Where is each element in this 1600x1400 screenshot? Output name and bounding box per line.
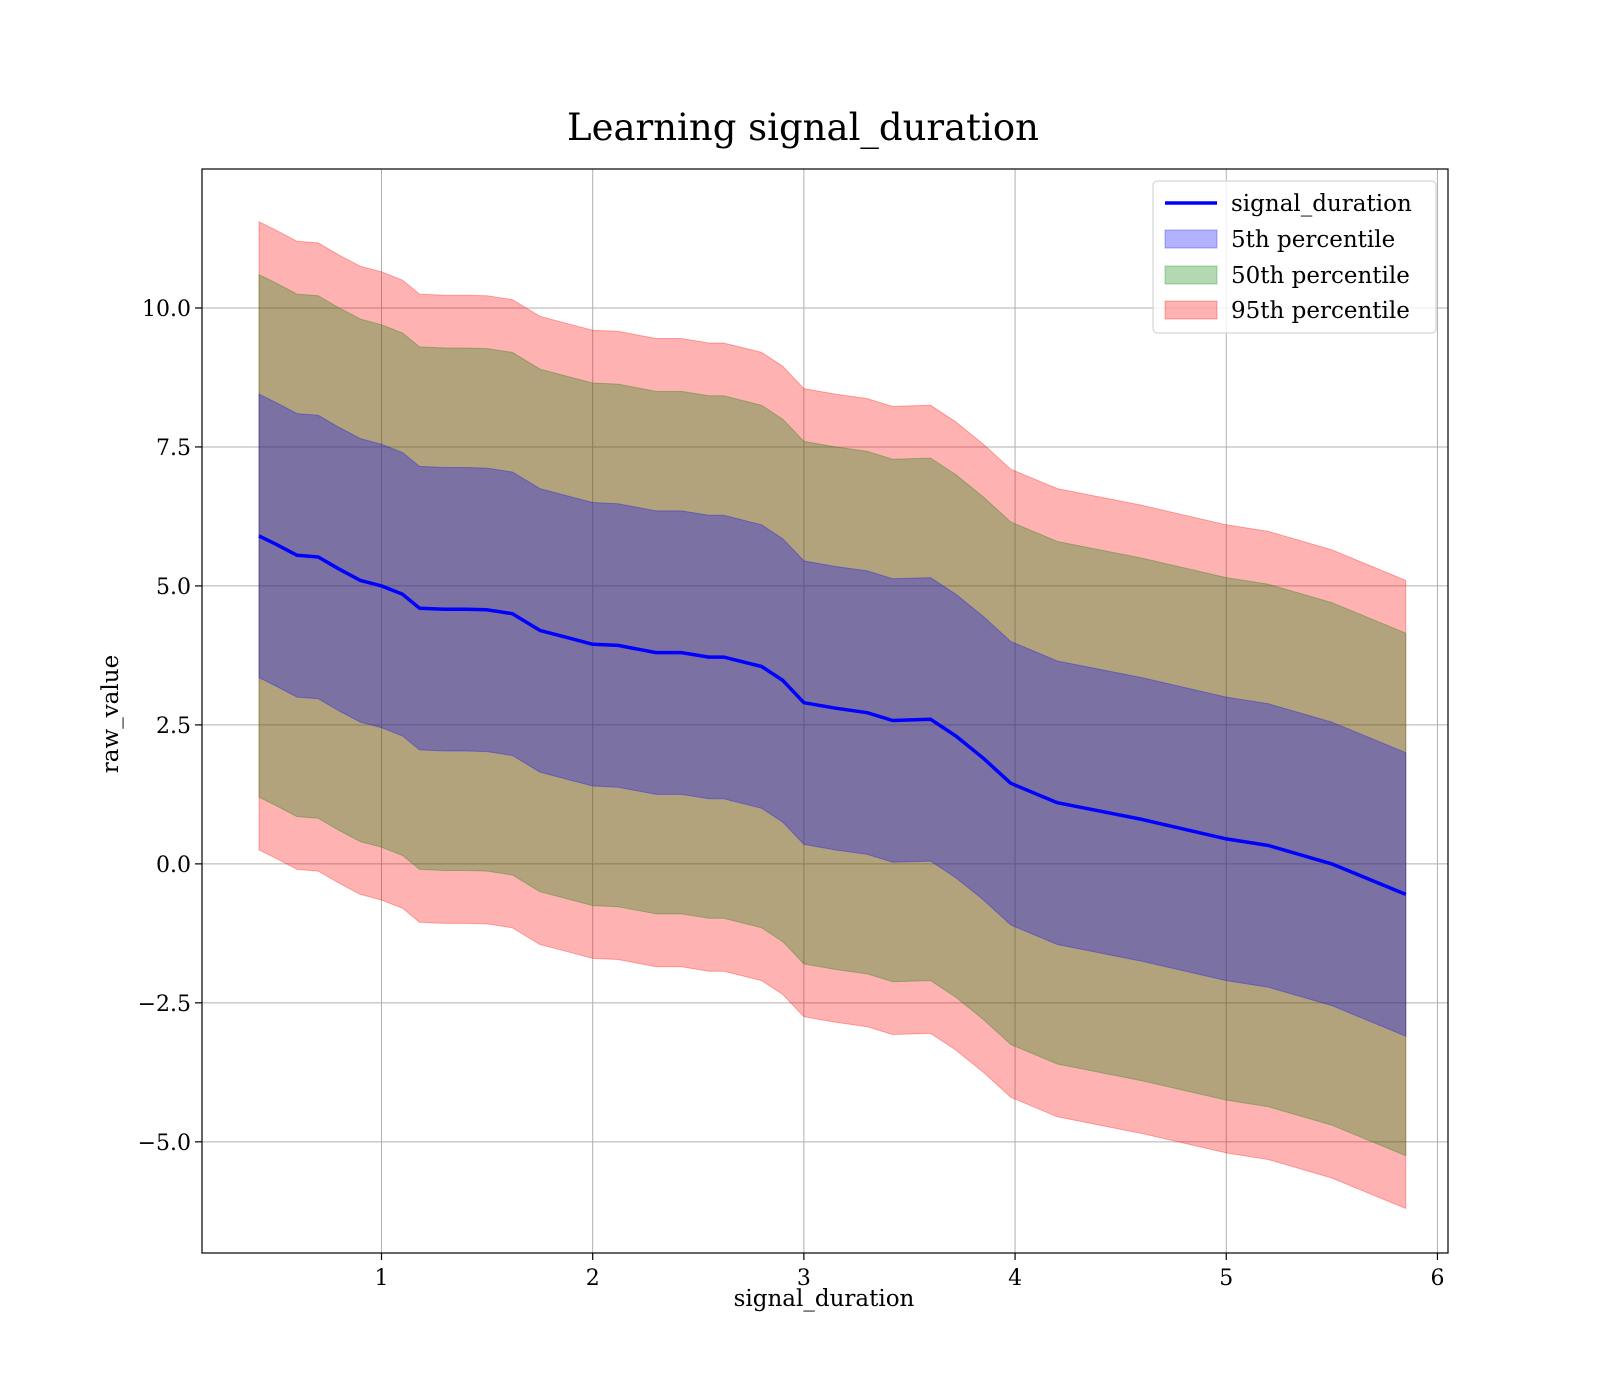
y-tick-label: 2.5 (156, 714, 191, 739)
x-tick-label: 1 (375, 1266, 389, 1291)
legend-label: 5th percentile (1231, 227, 1395, 253)
plot-area: 1 2 3 4 5 6 −5.0 −2.5 0.0 2.5 5.0 7.5 10.0 (138, 168, 1449, 1291)
y-tick-label: −2.5 (138, 992, 191, 1017)
band-5th-percentile (258, 393, 1407, 1037)
x-tick-label: 5 (1219, 1266, 1233, 1291)
legend-box (1152, 180, 1437, 334)
legend-swatch (1164, 229, 1218, 249)
y-axis-label: raw_value (98, 655, 124, 773)
y-tick-label: 10.0 (142, 297, 191, 322)
axes-frame (201, 168, 1449, 1254)
x-tick-label: 4 (1008, 1266, 1022, 1291)
x-tick-label: 2 (586, 1266, 600, 1291)
legend-label: 50th percentile (1231, 263, 1410, 289)
legend-label: signal_duration (1231, 191, 1412, 217)
legend-swatch (1164, 300, 1218, 320)
x-axis-label: signal_duration (734, 1286, 915, 1312)
y-tick-label: 5.0 (156, 575, 191, 600)
y-tick-label: 7.5 (156, 436, 191, 461)
series-line-signal_duration (258, 534, 1407, 897)
x-tick-label: 3 (797, 1266, 811, 1291)
legend-swatch (1164, 265, 1218, 285)
y-tick-label: −5.0 (138, 1131, 191, 1156)
band-95th-percentile (258, 220, 1407, 1210)
band-50th-percentile (258, 273, 1407, 1157)
y-tick-label: 0.0 (156, 853, 191, 878)
x-tick-label: 6 (1430, 1266, 1444, 1291)
legend-label: 95th percentile (1231, 298, 1410, 324)
legend: signal_duration 5th percentile 50th percen… (1152, 180, 1437, 334)
chart-title: Learning signal_duration (567, 106, 1039, 150)
